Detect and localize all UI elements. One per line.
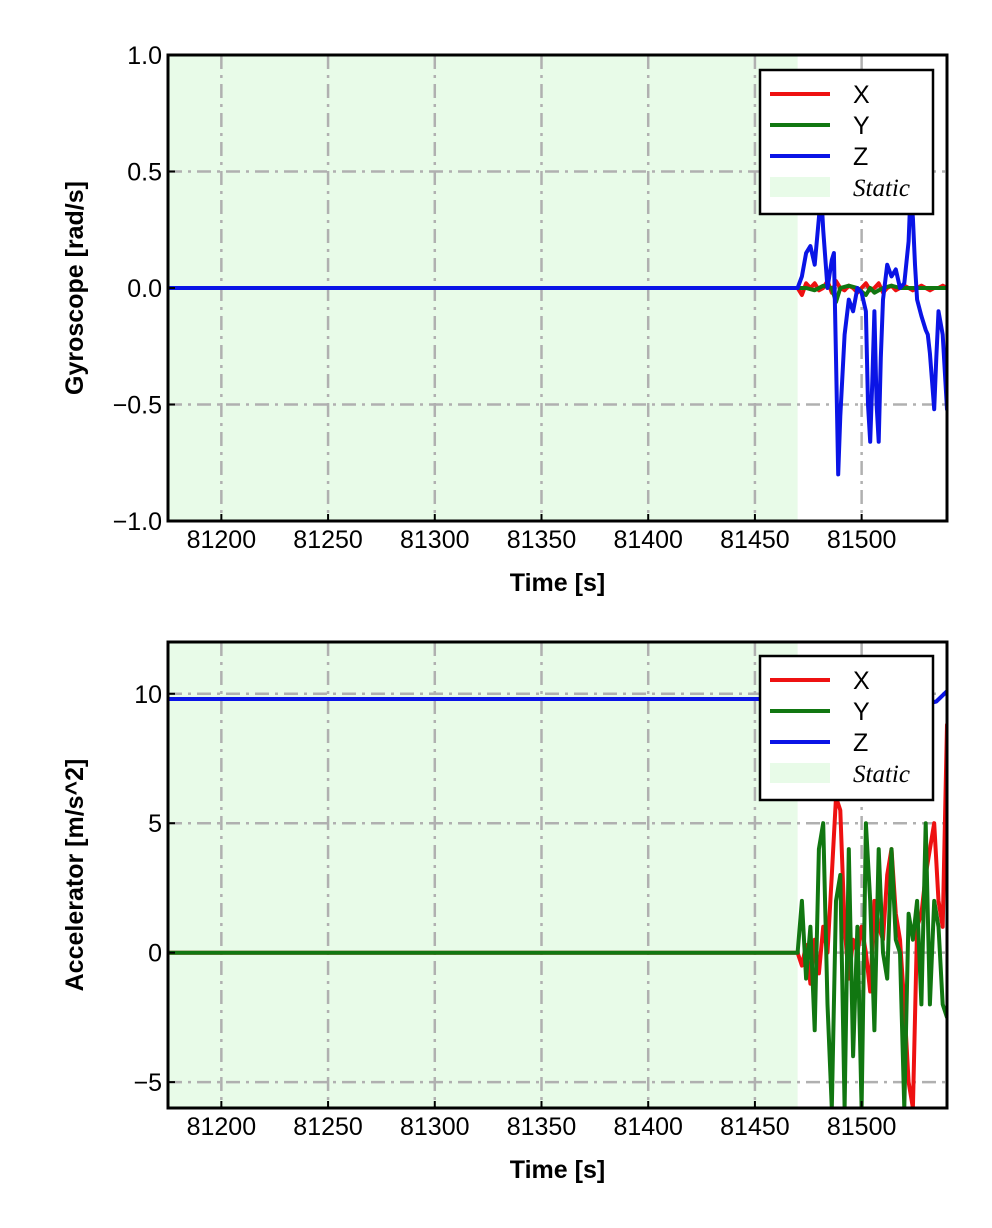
x-tick-label: 81450: [720, 1113, 790, 1141]
x-tick-label: 81250: [293, 526, 363, 554]
legend-label-static: Static: [853, 761, 910, 788]
legend-label-y: Y: [853, 112, 870, 140]
gyroscope-panel: 81200 81250 81300 81350 81400 81450 81500 −1.0 −…: [61, 42, 949, 597]
x-axis-label: Time [s]: [510, 1156, 605, 1184]
legend-label-x: X: [853, 667, 870, 695]
series-line-z: [168, 185, 947, 477]
x-tick-label: 81250: [293, 1113, 363, 1141]
y-tick-label: 0: [148, 940, 162, 968]
y-tick-label: 1.0: [127, 42, 162, 70]
series-line-y: [168, 821, 947, 1108]
x-tick-label: 81300: [400, 526, 470, 554]
x-tick-label: 81400: [613, 526, 683, 554]
legend-label-static: Static: [853, 175, 910, 202]
y-tick-label: −0.5: [113, 392, 162, 420]
x-tick-label: 81400: [613, 1113, 683, 1141]
y-tick-label: 10: [134, 681, 162, 709]
x-tick-label: 81200: [187, 1113, 257, 1141]
legend-swatch-static: [770, 763, 830, 783]
legend: XYZ Static: [758, 654, 935, 802]
series-layer: [168, 185, 947, 477]
axes-frame: [166, 640, 949, 1110]
y-tick-label: 0.0: [127, 275, 162, 303]
legend-label-y: Y: [853, 698, 870, 726]
x-tick-label: 81500: [827, 526, 897, 554]
x-tick-label: 81500: [827, 1113, 897, 1141]
accelerometer-panel: 81200 81250 81300 81350 81400 81450 81500 −5 0 5 1…: [61, 640, 949, 1184]
legend-label-z: Z: [853, 729, 868, 757]
series-line-y: [168, 283, 947, 304]
static-region: [168, 642, 798, 1108]
legend-label-x: X: [853, 81, 870, 109]
y-axis-label: Gyroscope [rad/s]: [61, 181, 89, 395]
x-axis-label: Time [s]: [510, 569, 605, 597]
legend-label-z: Z: [853, 143, 868, 171]
y-tick-label: 0.5: [127, 159, 162, 187]
x-tick-label: 81300: [400, 1113, 470, 1141]
x-tick-label: 81200: [187, 526, 257, 554]
legend-swatch-static: [770, 177, 830, 197]
y-tick-label: −1.0: [113, 508, 162, 536]
series-line-x: [168, 722, 947, 1108]
y-tick-label: 5: [148, 810, 162, 838]
legend: XYZ Static: [758, 68, 935, 216]
x-tick-label: 81350: [507, 526, 577, 554]
x-tick-label: 81450: [720, 526, 790, 554]
y-tick-label: −5: [133, 1069, 162, 1097]
x-tick-label: 81350: [507, 1113, 577, 1141]
y-axis-label: Accelerator [m/s^2]: [61, 759, 89, 992]
